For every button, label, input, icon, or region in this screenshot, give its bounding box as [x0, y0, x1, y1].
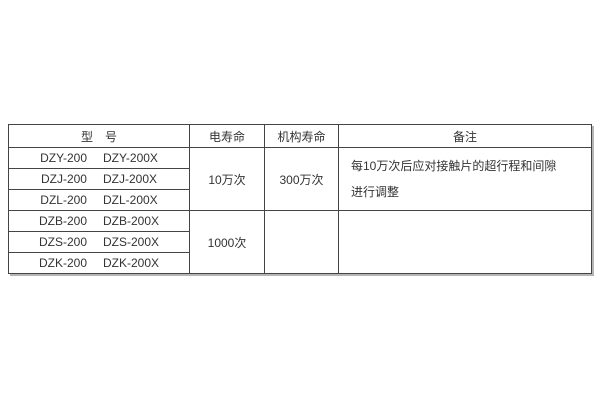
electrical-life-cell: 1000次 [189, 210, 265, 274]
col-header-electrical-life: 电寿命 [189, 124, 265, 148]
col-header-mechanism-life: 机构寿命 [264, 124, 339, 148]
col-header-remark: 备注 [338, 124, 592, 148]
model-cell: DZK-200 DZK-200X [8, 252, 190, 274]
table-row: DZJ-200 DZJ-200X [8, 168, 592, 190]
col-header-model: 型 号 [8, 124, 190, 148]
model-code: DZB-200X [103, 214, 160, 228]
model-cell: DZB-200 DZB-200X [8, 210, 190, 232]
table-row: DZK-200 DZK-200X [8, 252, 592, 274]
remark-cell [338, 210, 592, 274]
model-code: DZB-200 [38, 214, 87, 228]
model-code: DZL-200 [40, 193, 87, 207]
model-cell: DZY-200 DZY-200X [8, 147, 190, 169]
mechanism-life-cell: 300万次 [264, 147, 339, 211]
table-row: DZL-200 DZL-200X [8, 189, 592, 211]
table-row: DZY-200 DZY-200X 10万次 300万次 每10万次后应对接触片的超… [8, 147, 592, 211]
relay-life-spec-table: 型 号 电寿命 机构寿命 备注 DZY-200 DZY-200X 10万次 300… [8, 124, 592, 274]
header-row: 型 号 电寿命 机构寿命 备注 [8, 124, 592, 148]
electrical-life-cell: 10万次 [189, 147, 265, 211]
mechanism-life-cell [264, 210, 339, 274]
model-code: DZL-200X [102, 193, 158, 207]
model-cell: DZL-200 DZL-200X [8, 189, 190, 211]
model-code: DZK-200X [103, 256, 160, 270]
model-code: DZK-200 [38, 256, 87, 270]
model-cell: DZS-200 DZS-200X [8, 231, 190, 253]
model-code: DZJ-200 [40, 172, 87, 186]
remark-line: 每10万次后应对接触片的超行程和间隙 [351, 159, 557, 173]
model-cell: DZJ-200 DZJ-200X [8, 168, 190, 190]
remark-cell: 每10万次后应对接触片的超行程和间隙 进行调整 [338, 147, 592, 211]
model-code: DZS-200 [38, 235, 87, 249]
model-code: DZY-200X [103, 151, 158, 165]
model-code: DZS-200X [103, 235, 160, 249]
model-code: DZJ-200X [102, 172, 158, 186]
table-row: DZB-200 DZB-200X 1000次 [8, 210, 592, 274]
remark-line: 进行调整 [351, 185, 400, 199]
model-code: DZY-200 [40, 151, 87, 165]
